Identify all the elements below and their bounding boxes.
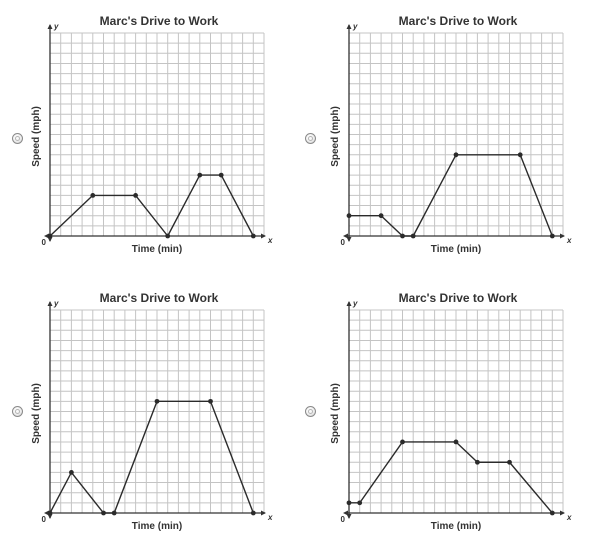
answer-option-d[interactable]: Marc's Drive to Work y x 0 Time (min) Speed (… (299, 277, 598, 554)
chart-title: Marc's Drive to Work (100, 291, 219, 305)
chart-c: Marc's Drive to Work y x 0 Time (min) Speed (… (31, 291, 273, 532)
data-point (453, 439, 459, 445)
origin-label: 0 (42, 515, 47, 524)
data-point (346, 500, 352, 506)
data-point (250, 510, 256, 516)
x-axis-variable: x (566, 236, 572, 245)
data-point (47, 233, 53, 239)
data-point (208, 398, 213, 404)
x-axis-label: Time (min) (431, 244, 481, 255)
chart-a: Marc's Drive to Work y x 0 Time (min) Speed (… (31, 14, 273, 255)
data-point (549, 233, 555, 239)
y-axis-arrow-up (346, 301, 352, 306)
radio-button-d[interactable] (305, 406, 316, 417)
series-line (49, 400, 254, 514)
data-point (378, 213, 384, 219)
data-point (69, 470, 74, 475)
data-point (410, 233, 416, 239)
series-line (349, 441, 553, 514)
x-axis-label: Time (min) (132, 521, 182, 532)
data-point (517, 152, 523, 158)
y-axis-label: Speed (mph) (31, 106, 42, 167)
x-axis-arrow-right (560, 510, 565, 516)
x-axis-arrow-left (44, 510, 49, 516)
data-point (475, 459, 480, 465)
data-point (165, 233, 171, 239)
data-point (47, 510, 53, 516)
data-point (218, 172, 224, 178)
x-axis-arrow-right (560, 233, 565, 239)
answer-option-c[interactable]: Marc's Drive to Work y x 0 Time (min) Speed (… (0, 277, 299, 554)
data-point (549, 510, 555, 516)
grid (349, 32, 564, 236)
origin-label: 0 (42, 238, 47, 247)
data-point (101, 510, 106, 516)
data-point (197, 172, 203, 178)
chart-title: Marc's Drive to Work (399, 291, 518, 305)
y-axis-label: Speed (mph) (330, 106, 341, 167)
chart-b: Marc's Drive to Work y x 0 Time (min) Speed (… (330, 14, 572, 255)
data-point (111, 510, 117, 516)
grid (50, 32, 265, 236)
chart-title: Marc's Drive to Work (100, 14, 219, 28)
origin-label: 0 (341, 515, 346, 524)
answer-option-a[interactable]: Marc's Drive to Work y x 0 Time (min) Speed (… (0, 0, 299, 277)
y-axis-arrow-up (346, 24, 352, 29)
data-point (90, 193, 96, 198)
x-axis-label: Time (min) (132, 244, 182, 255)
data-point (400, 439, 405, 445)
data-point (507, 459, 512, 465)
y-axis-arrow-up (47, 24, 53, 29)
data-point (357, 500, 363, 506)
y-axis-label: Speed (mph) (31, 383, 42, 444)
data-point (400, 233, 405, 239)
x-axis-arrow-left (343, 510, 348, 516)
radio-button-a[interactable] (12, 133, 23, 144)
data-point (154, 398, 160, 404)
grid (349, 309, 564, 513)
y-axis-arrow-up (47, 301, 53, 306)
x-axis-arrow-left (343, 233, 348, 239)
data-point (453, 152, 459, 158)
data-point (346, 213, 352, 219)
x-axis-variable: x (267, 513, 273, 522)
x-axis-arrow-right (261, 510, 266, 516)
y-axis-variable: y (53, 299, 59, 308)
x-axis-variable: x (566, 513, 572, 522)
y-axis-label: Speed (mph) (330, 383, 341, 444)
answer-option-b[interactable]: Marc's Drive to Work y x 0 Time (min) Speed (… (299, 0, 598, 277)
chart-title: Marc's Drive to Work (399, 14, 518, 28)
grid (50, 309, 265, 513)
x-axis-variable: x (267, 236, 273, 245)
radio-button-b[interactable] (305, 133, 316, 144)
x-axis-arrow-right (261, 233, 266, 239)
chart-d: Marc's Drive to Work y x 0 Time (min) Speed (… (330, 291, 572, 532)
y-axis-variable: y (352, 22, 358, 31)
data-point (250, 233, 256, 239)
x-axis-label: Time (min) (431, 521, 481, 532)
data-point (133, 193, 139, 198)
origin-label: 0 (341, 238, 346, 247)
x-axis-arrow-left (44, 233, 49, 239)
radio-button-c[interactable] (12, 406, 23, 417)
y-axis-variable: y (53, 22, 59, 31)
y-axis-variable: y (352, 299, 358, 308)
